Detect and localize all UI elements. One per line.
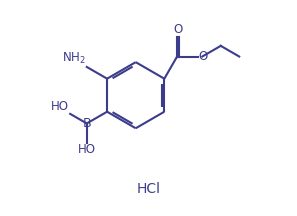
- Text: HCl: HCl: [137, 182, 160, 196]
- Text: B: B: [83, 117, 91, 130]
- Text: HO: HO: [78, 143, 96, 156]
- Text: O: O: [199, 50, 208, 63]
- Text: O: O: [173, 23, 183, 36]
- Text: HO: HO: [51, 100, 69, 113]
- Text: NH$_2$: NH$_2$: [62, 51, 86, 66]
